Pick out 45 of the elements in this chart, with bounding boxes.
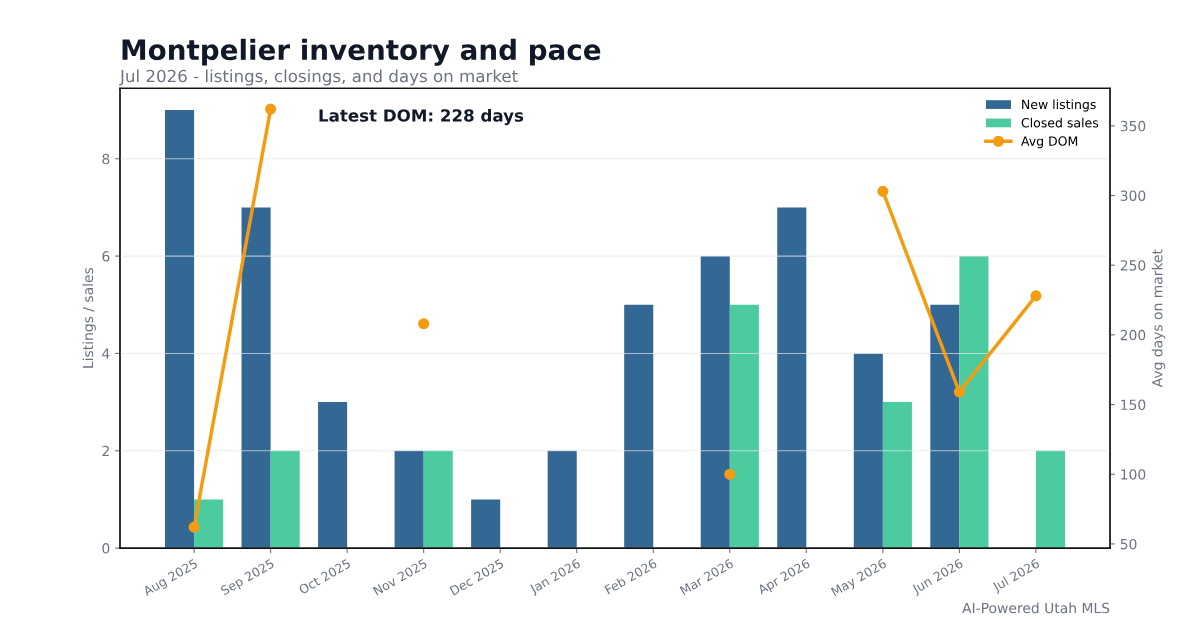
y-tick-label: 4 (102, 348, 110, 359)
legend-label: Closed sales (1021, 117, 1099, 128)
y-tick-label: 2 (102, 445, 109, 457)
bar (729, 304, 759, 549)
point (1030, 290, 1042, 302)
point (724, 468, 736, 480)
bar (318, 402, 348, 549)
y2-tick-label: 50 (1120, 538, 1137, 550)
bar (165, 110, 195, 549)
y-axis-title: Listings / sales (82, 267, 96, 368)
bar (853, 353, 883, 549)
y-tick-label: 0 (102, 543, 110, 554)
y2-tick-label: 350 (1120, 120, 1146, 132)
annotation: Latest DOM: 228 days (319, 108, 524, 126)
y-tick-label: 6 (102, 251, 110, 262)
point (877, 185, 889, 197)
y-tick-label: 8 (102, 153, 110, 165)
point (418, 318, 430, 330)
chart-title: Montpelier inventory and pace (122, 38, 601, 66)
bar (547, 450, 577, 549)
legend-label: New listings (1022, 99, 1096, 112)
y2-tick-label: 100 (1121, 469, 1146, 480)
bar (777, 207, 807, 549)
legend-label: Avg DOM (1021, 136, 1078, 149)
bar (241, 207, 271, 549)
bar (471, 499, 501, 549)
bar (959, 256, 989, 549)
bar (930, 304, 960, 549)
bar (624, 304, 654, 549)
bar (394, 450, 424, 549)
point (265, 103, 277, 115)
bar (700, 256, 730, 549)
point (188, 521, 200, 533)
point (953, 386, 965, 398)
y2-axis-title: Avg days on market (1151, 249, 1166, 388)
y2-tick-label: 250 (1120, 260, 1146, 271)
y2-tick-label: 300 (1120, 190, 1146, 201)
bar (423, 450, 453, 549)
bar (1035, 450, 1065, 549)
bar (270, 450, 300, 549)
bar (882, 402, 912, 549)
y2-tick-label: 200 (1120, 329, 1146, 341)
y2-tick-label: 150 (1121, 399, 1146, 411)
text: AI-Powered Utah MLS (962, 602, 1110, 614)
chart-subtitle: Jul 2026 - listings, closings, and days on market (119, 69, 518, 86)
